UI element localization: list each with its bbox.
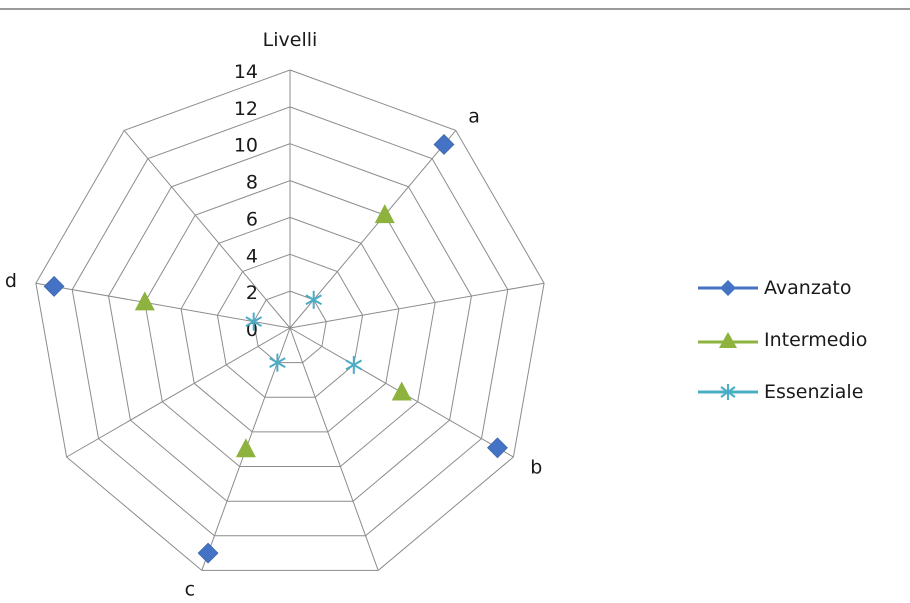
spoke-6 — [66, 327, 291, 458]
legend-label-intermedio: Intermedio — [764, 329, 868, 351]
grid-ring-6 — [180, 216, 400, 433]
axis-title: Livelli — [263, 29, 318, 51]
tick-label-12: 12 — [234, 98, 258, 120]
marker-avanzato-3 — [487, 437, 508, 459]
tick-label-2: 2 — [246, 282, 258, 304]
marker-avanzato-7 — [43, 275, 65, 297]
radar-category-labels: a b c d — [5, 106, 542, 601]
spoke-2 — [289, 282, 545, 329]
marker-avanzato-5 — [197, 542, 219, 564]
category-label-c: c — [185, 579, 195, 601]
marker-intermedio-5 — [235, 438, 256, 458]
series-essenziale — [245, 290, 363, 374]
marker-intermedio-1 — [374, 204, 395, 224]
marker-essenziale-7 — [245, 312, 262, 331]
tick-label-8: 8 — [246, 172, 258, 194]
series-avanzato — [43, 134, 508, 564]
spoke-4 — [289, 327, 379, 571]
grid-ring-10 — [107, 143, 473, 502]
legend-swatch-essenziale — [698, 384, 758, 400]
tick-label-10: 10 — [234, 135, 258, 157]
top-border — [0, 8, 910, 10]
category-label-b: b — [530, 457, 542, 479]
grid-ring-4 — [216, 253, 364, 398]
category-label-a: a — [468, 106, 480, 128]
radar-markers — [43, 134, 508, 564]
legend: Avanzato Intermedio Essenziale — [696, 262, 906, 418]
marker-avanzato-1 — [433, 134, 455, 155]
radar-grid — [35, 69, 545, 571]
marker-essenziale-3 — [345, 355, 363, 374]
grid-ring-14 — [35, 69, 545, 571]
marker-essenziale-1 — [305, 290, 322, 309]
grid-ring-2 — [253, 290, 327, 364]
spoke-1 — [289, 130, 457, 329]
marker-intermedio-7 — [134, 291, 155, 311]
legend-swatch-intermedio — [698, 332, 758, 348]
legend-item-intermedio: Intermedio — [696, 314, 906, 366]
grid-ring-12 — [71, 106, 509, 537]
tick-label-6: 6 — [246, 208, 258, 230]
spoke-8 — [123, 130, 291, 329]
legend-label-essenziale: Essenziale — [764, 381, 864, 403]
legend-label-avanzato: Avanzato — [764, 277, 852, 299]
tick-label-14: 14 — [234, 61, 258, 83]
legend-swatch-avanzato — [698, 280, 758, 296]
tick-label-4: 4 — [246, 245, 258, 267]
grid-ring-8 — [144, 180, 436, 467]
marker-intermedio-3 — [391, 381, 412, 401]
marker-essenziale-5 — [269, 353, 286, 372]
series-intermedio — [134, 204, 412, 458]
legend-item-essenziale: Essenziale — [696, 366, 906, 418]
category-label-d: d — [5, 270, 17, 292]
spoke-7 — [35, 282, 291, 329]
legend-item-avanzato: Avanzato — [696, 262, 906, 314]
